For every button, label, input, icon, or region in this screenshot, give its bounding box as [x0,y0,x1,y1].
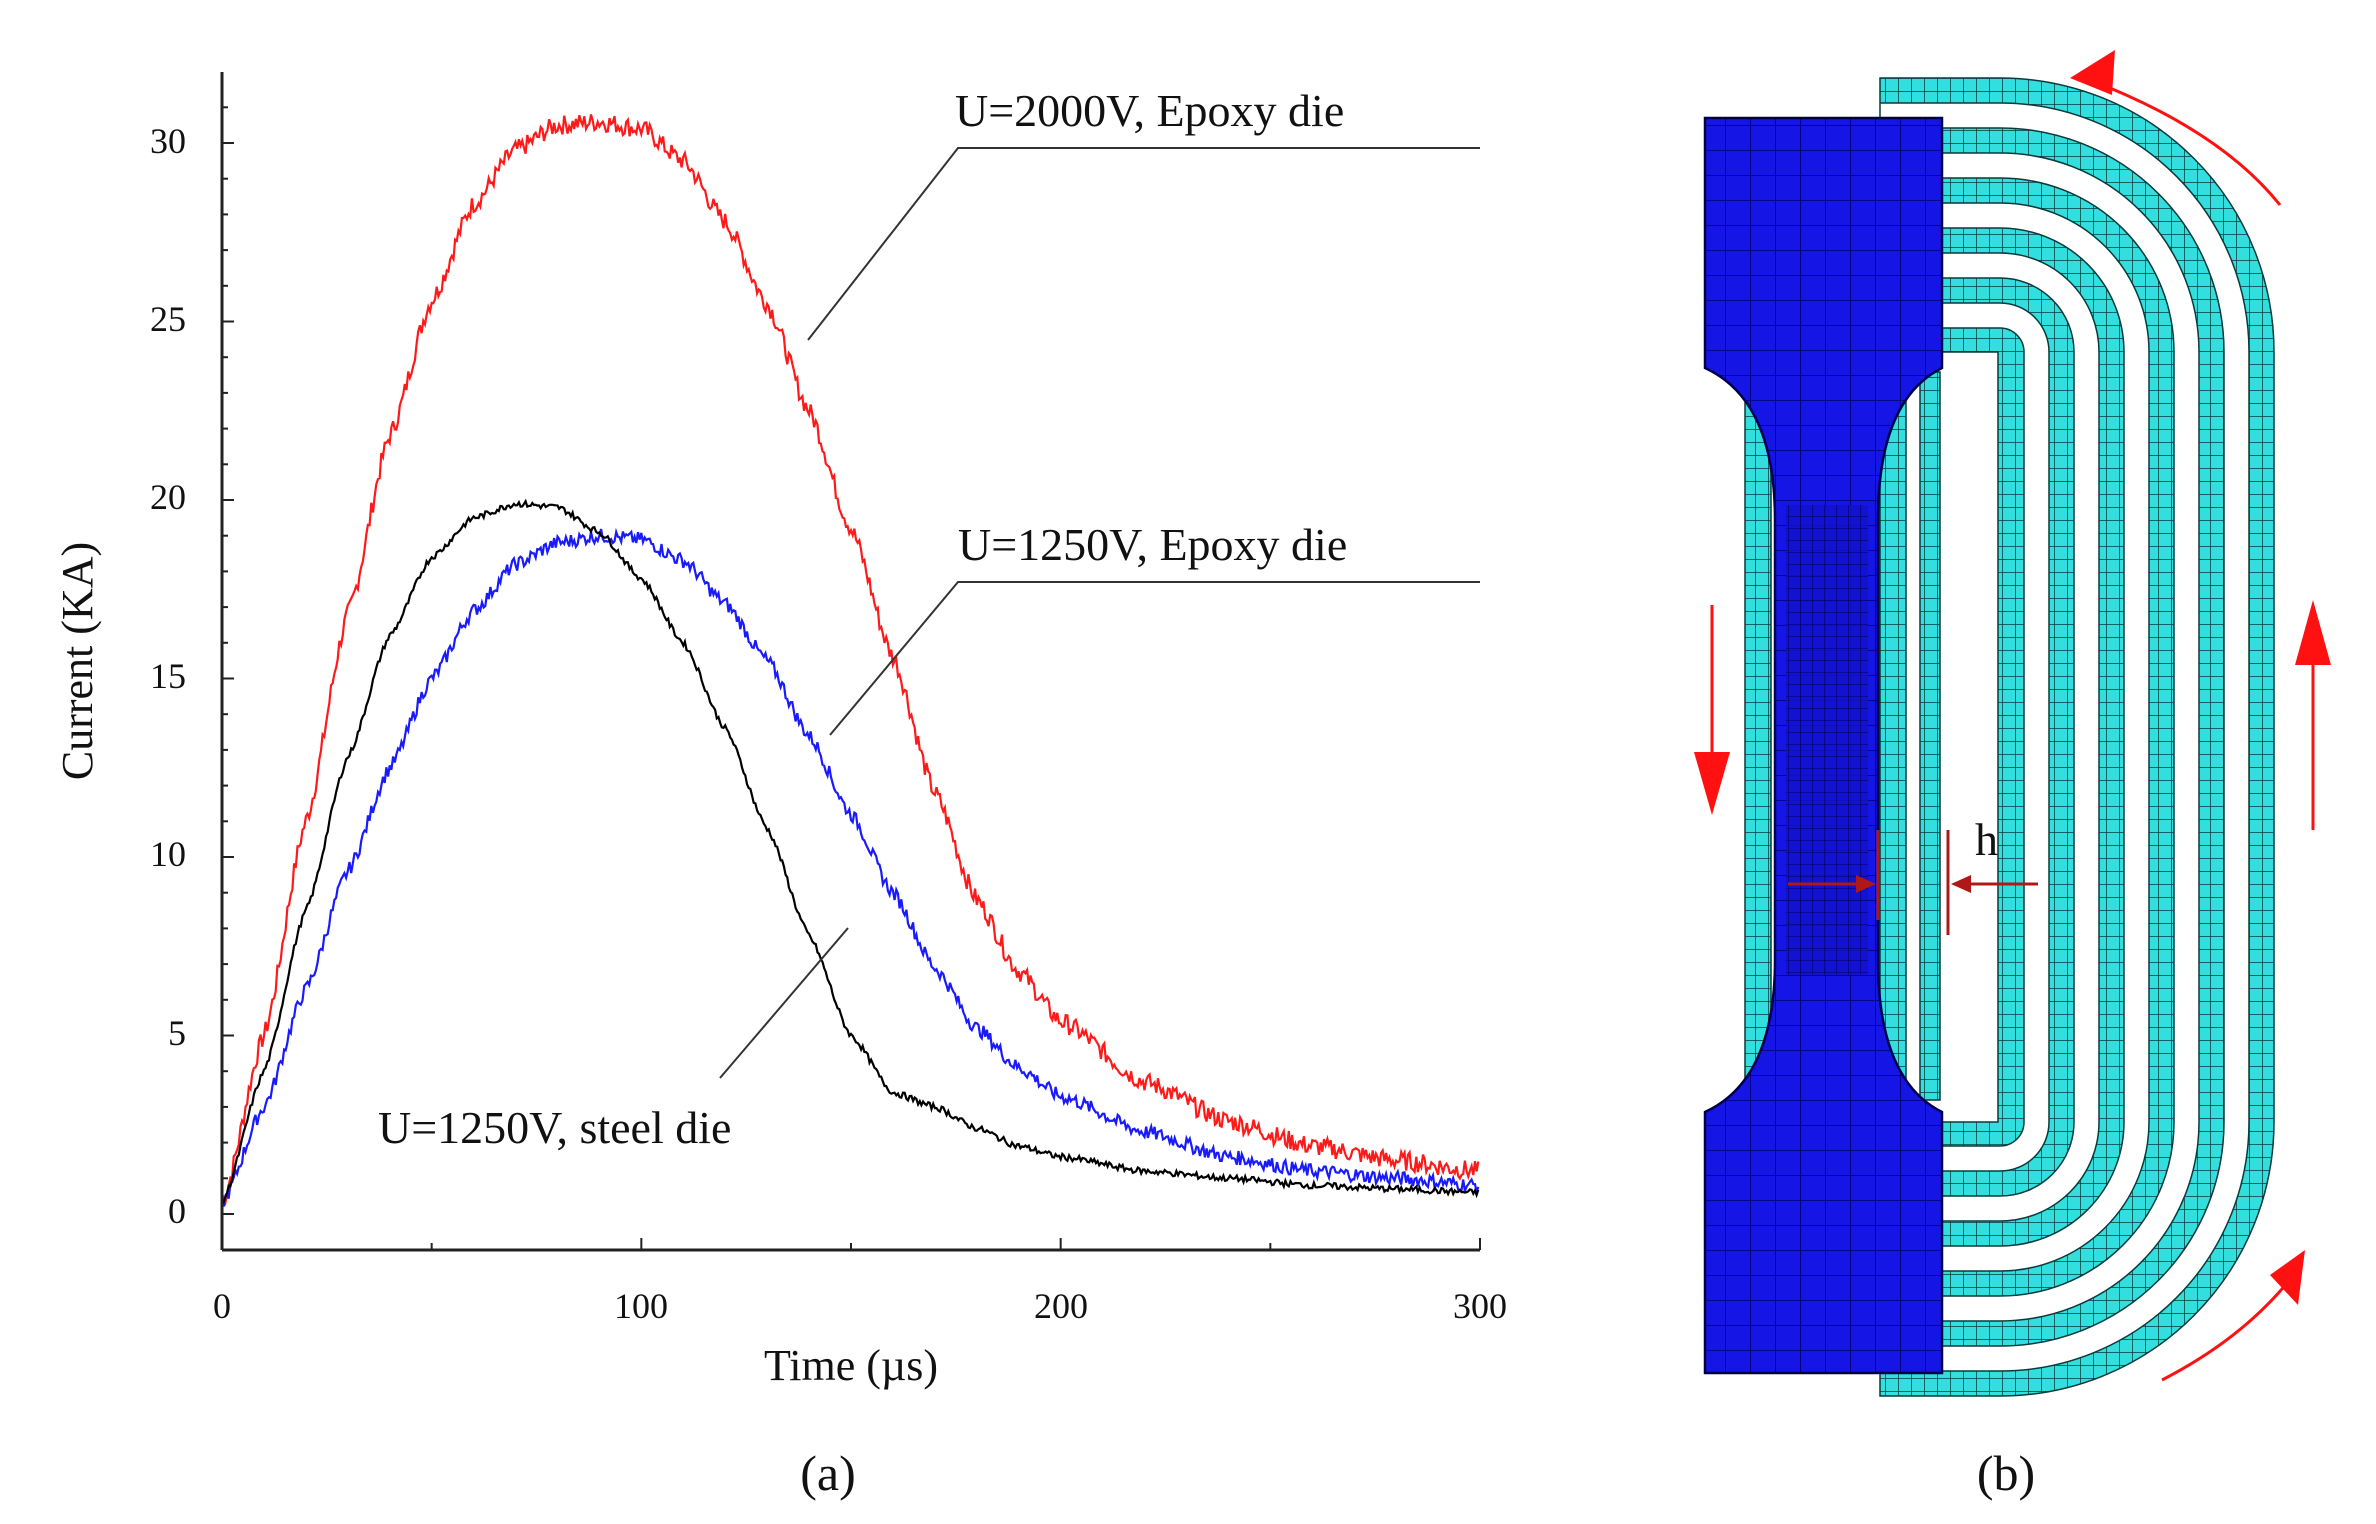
y-tick-label: 5 [168,1013,186,1053]
annotation-1250v-steel: U=1250V, steel die [378,927,849,1153]
sheet-gauge-fine-mesh [1786,505,1868,975]
y-tick-label: 0 [168,1191,186,1231]
x-tick-label: 100 [614,1286,668,1326]
coil-turn-3 [1879,177,2175,1297]
gap-label: h [1975,814,1998,865]
x-tick-labels: 0 100 200 300 [213,1286,1507,1326]
annotation-leader-line [829,581,1480,736]
y-tick-label: 30 [150,121,186,161]
coil-diagram-panel-b: h (b) [1694,50,2331,1501]
y-axis-label: Current (KA) [53,542,102,780]
series-line [220,114,1480,1207]
axis-ticks [221,106,1481,1250]
coil-turn-2 [1879,127,2225,1347]
y-tick-label: 10 [150,834,186,874]
gap-arrowhead-right [1951,875,1971,893]
x-axis-label: Time (µs) [764,1341,938,1390]
y-tick-labels: 0 5 10 15 20 25 30 [150,121,186,1231]
annotation-label: U=2000V, Epoxy die [955,85,1344,136]
current-direction-arrows [1694,50,2331,1382]
current-arrowhead-top [2070,50,2115,95]
current-arrowhead-bottom [2270,1250,2305,1305]
gap-arrowhead-left [1856,875,1876,893]
panel-a-caption: (a) [800,1445,856,1501]
coil-left-leg [1919,371,1941,1101]
annotation-leader-line [719,927,849,1079]
chart-panel-a: 0 5 10 15 20 25 30 0 100 200 300 Time (µ… [53,72,1507,1501]
coil-turn-5 [1879,277,2075,1197]
x-tick-label: 200 [1034,1286,1088,1326]
gap-dimension: h [1788,814,2038,935]
series-line [220,527,1480,1207]
annotation-leader-line [807,147,1480,341]
series-line [221,498,1480,1205]
annotation-1250v-epoxy: U=1250V, Epoxy die [829,519,1480,736]
coil-turn-outer [1879,77,2275,1397]
coil-left-leg [1879,371,1907,1101]
y-tick-label: 25 [150,299,186,339]
x-tick-label: 0 [213,1286,231,1326]
annotation-label: U=1250V, steel die [378,1102,731,1153]
panel-b-caption: (b) [1977,1445,2035,1501]
current-arrowhead-right [2295,600,2331,665]
plot-lines [220,114,1480,1207]
coil-left-leg [1744,371,1772,1101]
y-tick-label: 15 [150,656,186,696]
current-arrow-bottom-arc [2161,1281,2290,1382]
current-arrow-top-arc [2089,78,2282,206]
current-arrowhead-left [1694,752,1730,815]
coil-turns [1744,77,2275,1397]
y-tick-label: 20 [150,477,186,517]
annotation-2000v-epoxy: U=2000V, Epoxy die [807,85,1480,341]
annotation-label: U=1250V, Epoxy die [958,519,1347,570]
x-tick-label: 300 [1453,1286,1507,1326]
coil-turn-4 [1879,227,2125,1247]
